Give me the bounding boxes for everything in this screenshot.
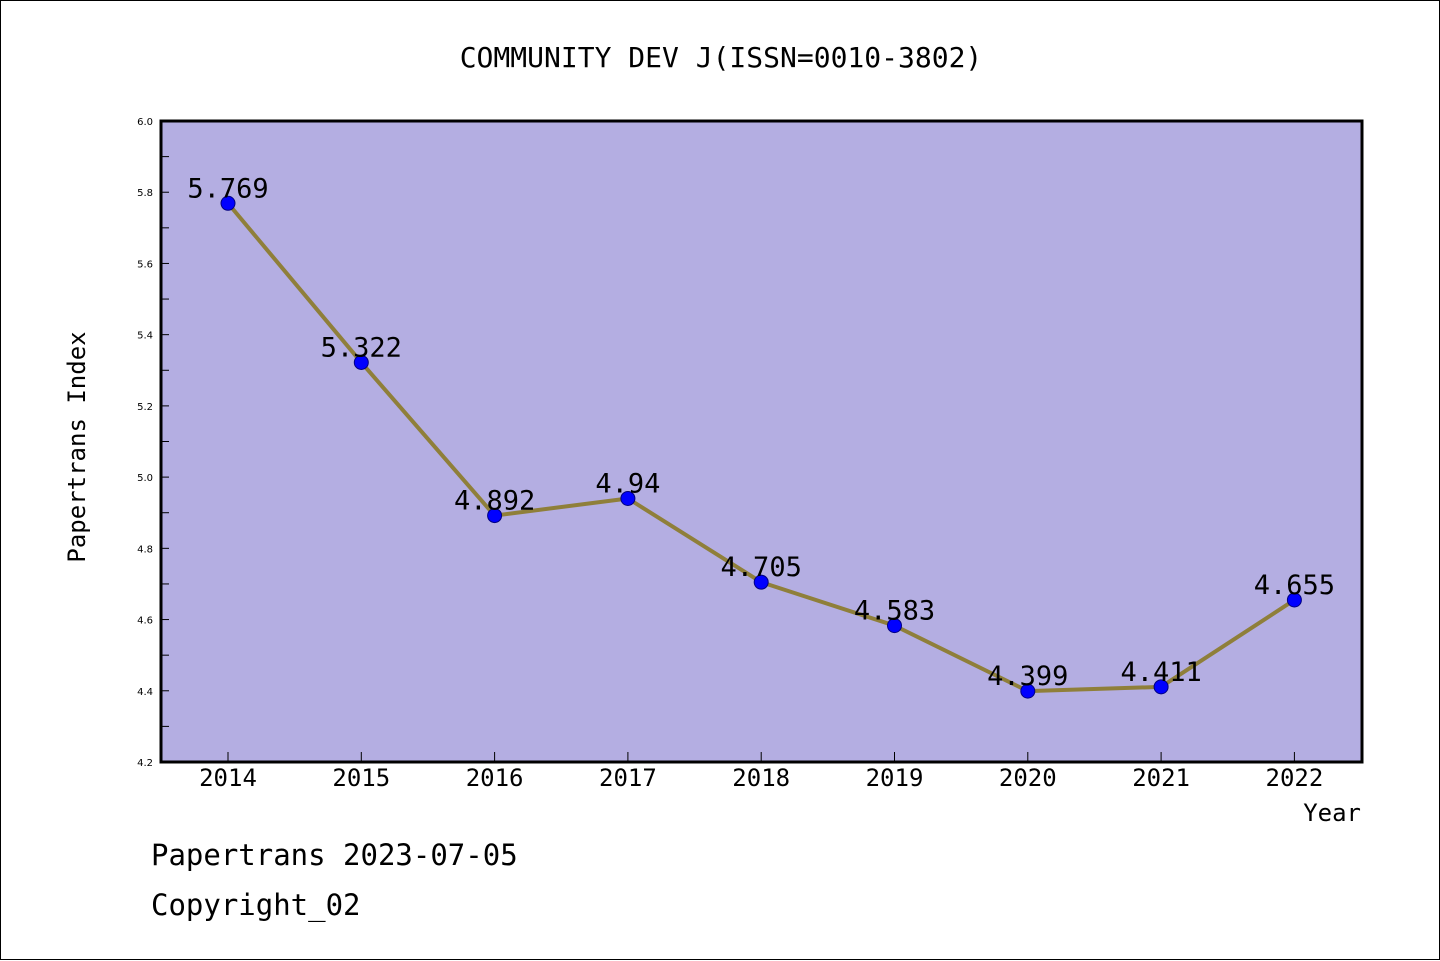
x-tick-label: 2019 xyxy=(866,764,924,792)
data-label: 4.94 xyxy=(595,468,660,499)
y-tick-label: 5.0 xyxy=(137,473,153,484)
data-label: 4.583 xyxy=(854,596,935,627)
footer-copyright: Copyright_02 xyxy=(151,888,361,923)
y-tick-label: 6.0 xyxy=(137,117,153,128)
x-tick-label: 2022 xyxy=(1266,764,1324,792)
data-label: 4.705 xyxy=(721,552,802,583)
y-tick-label: 4.2 xyxy=(137,758,153,769)
x-tick-label: 2018 xyxy=(732,764,790,792)
data-label: 4.892 xyxy=(454,486,535,517)
x-tick-label: 2014 xyxy=(199,764,257,792)
plot-area xyxy=(161,121,1362,762)
data-point xyxy=(753,574,769,590)
data-markers xyxy=(220,195,1302,699)
data-point xyxy=(353,354,369,370)
x-tick-label: 2017 xyxy=(599,764,657,792)
data-point xyxy=(1153,679,1169,695)
data-point xyxy=(620,490,636,506)
x-tick-label: 2015 xyxy=(332,764,390,792)
data-point xyxy=(1020,683,1036,699)
data-label: 5.769 xyxy=(187,173,268,204)
plot-border xyxy=(159,119,1364,764)
footer-date: Papertrans 2023-07-05 xyxy=(151,838,518,872)
chart-title: COMMUNITY DEV J(ISSN=0010-3802) xyxy=(460,41,983,74)
x-tick-label: 2016 xyxy=(466,764,524,792)
data-label: 5.322 xyxy=(321,332,402,363)
data-point xyxy=(1286,592,1302,608)
data-label: 4.399 xyxy=(987,661,1068,692)
y-tick-label: 5.4 xyxy=(137,331,153,342)
data-point xyxy=(887,618,902,634)
y-tick-label: 5.6 xyxy=(137,259,153,270)
x-axis: 2014 2015 2016 2017 2018 2019 2020 2021 2022 xyxy=(199,752,1323,792)
y-tick-label: 5.8 xyxy=(137,188,153,199)
y-tick-label: 5.2 xyxy=(137,402,153,413)
y-axis-label: Papertrans Index xyxy=(63,331,91,562)
data-label: 4.411 xyxy=(1120,657,1201,688)
y-tick-label: 4.8 xyxy=(137,544,153,555)
y-tick-label: 4.6 xyxy=(137,616,153,627)
y-tick-label: 4.4 xyxy=(137,687,153,698)
x-tick-label: 2021 xyxy=(1132,764,1190,792)
data-labels: 5.769 5.322 4.892 4.94 4.705 4.583 4.399 4.411 4… xyxy=(187,173,1335,692)
data-point xyxy=(220,195,236,211)
x-axis-label: Year xyxy=(1303,799,1361,827)
data-point xyxy=(487,508,503,524)
x-tick-label: 2020 xyxy=(999,764,1057,792)
data-label: 4.655 xyxy=(1254,570,1335,601)
